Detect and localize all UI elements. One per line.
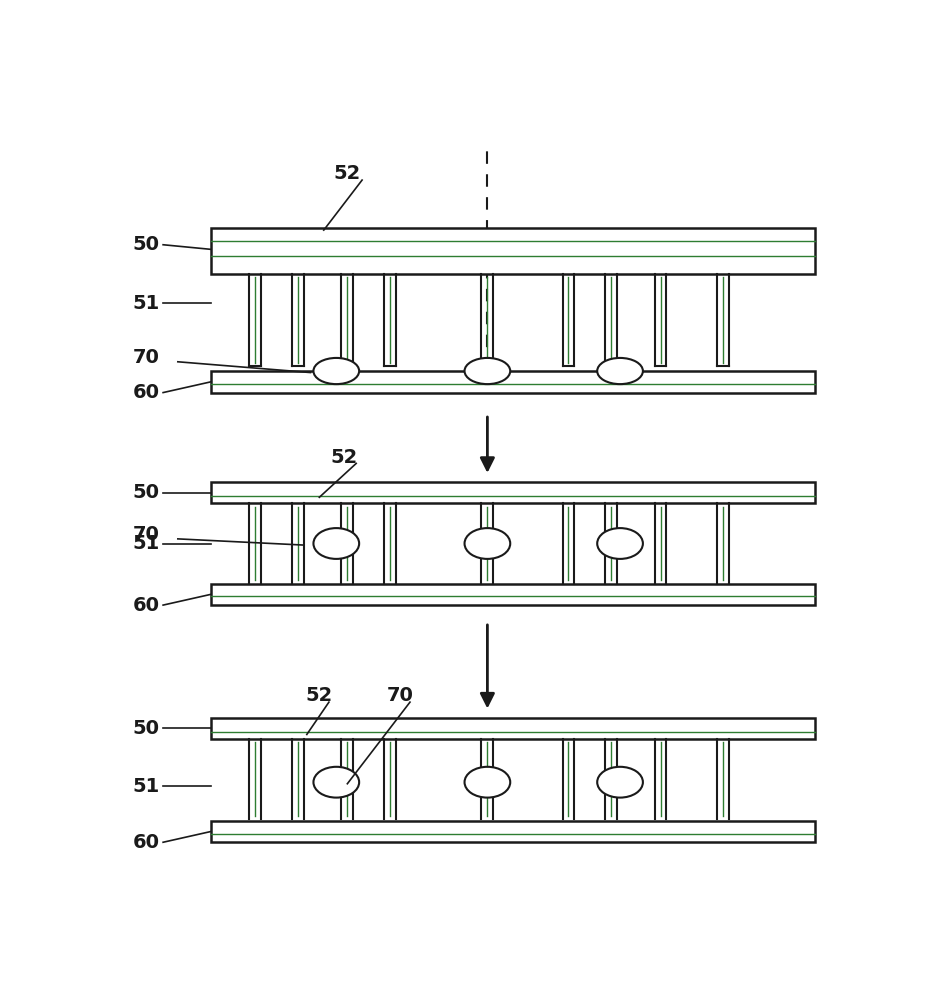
Text: 50: 50 bbox=[132, 719, 160, 738]
Text: 52: 52 bbox=[330, 448, 358, 467]
Text: 52: 52 bbox=[334, 164, 361, 183]
Text: 50: 50 bbox=[132, 483, 160, 502]
Ellipse shape bbox=[597, 767, 643, 798]
Text: 60: 60 bbox=[132, 833, 160, 852]
Text: 51: 51 bbox=[132, 777, 160, 796]
Text: 70: 70 bbox=[132, 525, 160, 544]
Bar bbox=[211, 482, 815, 503]
Bar bbox=[211, 821, 815, 842]
Text: 60: 60 bbox=[132, 383, 160, 402]
Ellipse shape bbox=[314, 767, 359, 798]
Text: 70: 70 bbox=[387, 686, 414, 705]
Bar bbox=[211, 584, 815, 605]
Text: 60: 60 bbox=[132, 596, 160, 615]
Ellipse shape bbox=[464, 528, 511, 559]
Text: 52: 52 bbox=[305, 686, 333, 705]
Ellipse shape bbox=[314, 358, 359, 384]
Bar bbox=[211, 718, 815, 739]
Ellipse shape bbox=[597, 528, 643, 559]
Ellipse shape bbox=[464, 358, 511, 384]
Ellipse shape bbox=[464, 767, 511, 798]
Text: 50: 50 bbox=[132, 235, 160, 254]
Bar bbox=[211, 228, 815, 274]
Text: 70: 70 bbox=[132, 348, 160, 367]
Ellipse shape bbox=[597, 358, 643, 384]
Ellipse shape bbox=[314, 528, 359, 559]
Text: 51: 51 bbox=[132, 534, 160, 553]
Bar bbox=[211, 371, 815, 393]
Text: 51: 51 bbox=[132, 294, 160, 313]
